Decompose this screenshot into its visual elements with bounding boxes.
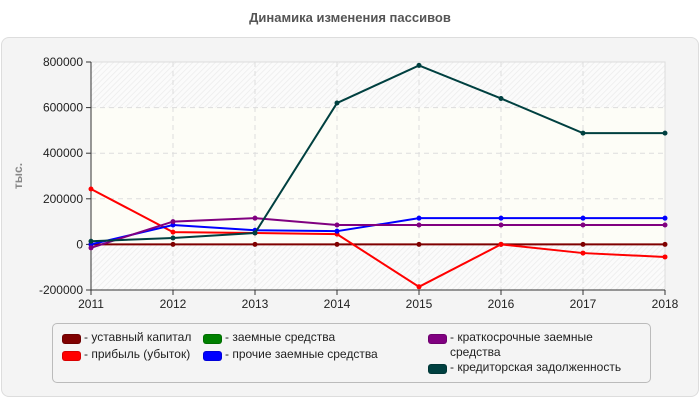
y-tick-label: 800000 bbox=[43, 55, 83, 69]
data-point[interactable] bbox=[416, 215, 422, 221]
data-point[interactable] bbox=[252, 215, 258, 221]
data-point[interactable] bbox=[88, 238, 94, 244]
legend-swatch-icon bbox=[62, 334, 81, 344]
legend-label: - краткосрочные заемные средства bbox=[450, 330, 593, 359]
data-point[interactable] bbox=[334, 241, 340, 247]
legend-swatch-icon bbox=[203, 351, 222, 361]
data-point[interactable] bbox=[416, 222, 422, 228]
data-point[interactable] bbox=[170, 241, 176, 247]
series-line bbox=[90, 188, 666, 288]
legend-label: - заемные средства bbox=[225, 330, 336, 344]
data-point[interactable] bbox=[498, 241, 504, 247]
data-point[interactable] bbox=[498, 215, 504, 221]
x-tick-label: 2014 bbox=[324, 297, 351, 311]
data-point[interactable] bbox=[170, 222, 176, 228]
x-tick-label: 2018 bbox=[652, 297, 679, 311]
legend-swatch-icon bbox=[428, 334, 447, 344]
data-point[interactable] bbox=[662, 222, 668, 228]
legend-item[interactable]: - уставный капитал bbox=[62, 330, 191, 347]
legend-label: - прибыль (убыток) bbox=[84, 347, 191, 361]
legend-label: - прочие заемные средства bbox=[225, 347, 378, 361]
y-axis-label: тыс. bbox=[11, 163, 25, 189]
data-point[interactable] bbox=[416, 284, 422, 290]
x-tick-label: 2015 bbox=[406, 297, 433, 311]
data-point[interactable] bbox=[416, 241, 422, 247]
legend-column-1: - уставный капитал - прибыль (убыток) bbox=[62, 330, 191, 364]
legend-item[interactable]: - кредиторская задолженность bbox=[428, 360, 643, 377]
data-point[interactable] bbox=[580, 215, 586, 221]
x-tick-label: 2016 bbox=[488, 297, 515, 311]
data-point[interactable] bbox=[662, 241, 668, 247]
data-point[interactable] bbox=[416, 62, 422, 68]
y-tick-label: 200000 bbox=[43, 192, 83, 206]
y-tick-label: 400000 bbox=[43, 146, 83, 160]
plot-area bbox=[90, 61, 666, 291]
chart-title: Динамика изменения пассивов bbox=[249, 10, 451, 25]
data-point[interactable] bbox=[662, 215, 668, 221]
data-point[interactable] bbox=[580, 222, 586, 228]
legend-swatch-icon bbox=[62, 351, 81, 361]
data-point[interactable] bbox=[580, 130, 586, 136]
x-tick-label: 2013 bbox=[242, 297, 269, 311]
data-point[interactable] bbox=[88, 245, 94, 251]
legend-item[interactable]: - прочие заемные средства bbox=[203, 347, 378, 364]
data-point[interactable] bbox=[334, 222, 340, 228]
data-point[interactable] bbox=[252, 230, 258, 236]
y-tick-label: 0 bbox=[76, 237, 83, 251]
data-point[interactable] bbox=[580, 250, 586, 256]
data-point[interactable] bbox=[662, 130, 668, 136]
data-point[interactable] bbox=[662, 254, 668, 260]
data-point[interactable] bbox=[580, 241, 586, 247]
data-point[interactable] bbox=[498, 95, 504, 101]
data-point[interactable] bbox=[252, 241, 258, 247]
data-point[interactable] bbox=[334, 100, 340, 106]
series-lines bbox=[88, 62, 668, 290]
data-point[interactable] bbox=[334, 228, 340, 234]
y-tick-label: -200000 bbox=[39, 283, 83, 297]
series-line bbox=[90, 64, 665, 243]
legend-column-2: - заемные средства - прочие заемные сред… bbox=[203, 330, 378, 364]
data-point[interactable] bbox=[170, 229, 176, 235]
legend-label: - кредиторская задолженность bbox=[450, 360, 622, 374]
legend-swatch-icon bbox=[203, 334, 222, 344]
x-tick-label: 2012 bbox=[160, 297, 187, 311]
legend: - уставный капитал - прибыль (убыток) - … bbox=[52, 323, 651, 383]
legend-item[interactable]: - заемные средства bbox=[203, 330, 378, 347]
y-tick-label: 600000 bbox=[43, 101, 83, 115]
data-point[interactable] bbox=[498, 222, 504, 228]
legend-swatch-icon bbox=[428, 364, 447, 374]
legend-column-3: - краткосрочные заемные средства - креди… bbox=[428, 330, 643, 377]
x-tick-label: 2011 bbox=[78, 297, 104, 311]
data-point[interactable] bbox=[88, 186, 94, 192]
data-point[interactable] bbox=[170, 219, 176, 225]
x-tick-label: 2017 bbox=[570, 297, 597, 311]
legend-item[interactable]: - прибыль (убыток) bbox=[62, 347, 191, 364]
series-line bbox=[90, 217, 665, 249]
legend-label: - уставный капитал bbox=[84, 330, 192, 344]
data-point[interactable] bbox=[170, 235, 176, 241]
legend-item[interactable]: - краткосрочные заемные средства bbox=[428, 330, 643, 360]
